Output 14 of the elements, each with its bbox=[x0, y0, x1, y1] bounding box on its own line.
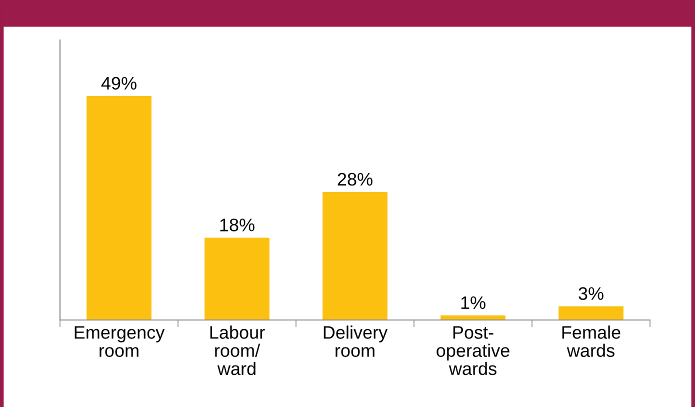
x-tick-label: Post- operative wards bbox=[436, 326, 510, 376]
data-label: 18% bbox=[220, 218, 254, 232]
bar bbox=[558, 306, 624, 320]
x-tick-label: Emergency room bbox=[74, 326, 165, 357]
data-label: 1% bbox=[461, 296, 486, 310]
x-tick-label: Delivery room bbox=[324, 326, 388, 357]
x-tick-label: Female wards bbox=[562, 326, 620, 357]
data-label: 49% bbox=[101, 76, 136, 90]
bar bbox=[204, 238, 270, 320]
bar bbox=[322, 192, 388, 320]
data-label: 28% bbox=[338, 172, 372, 186]
data-label: 3% bbox=[578, 287, 604, 300]
bar bbox=[86, 96, 152, 320]
x-tick-label: Labour room/ ward bbox=[210, 326, 265, 376]
